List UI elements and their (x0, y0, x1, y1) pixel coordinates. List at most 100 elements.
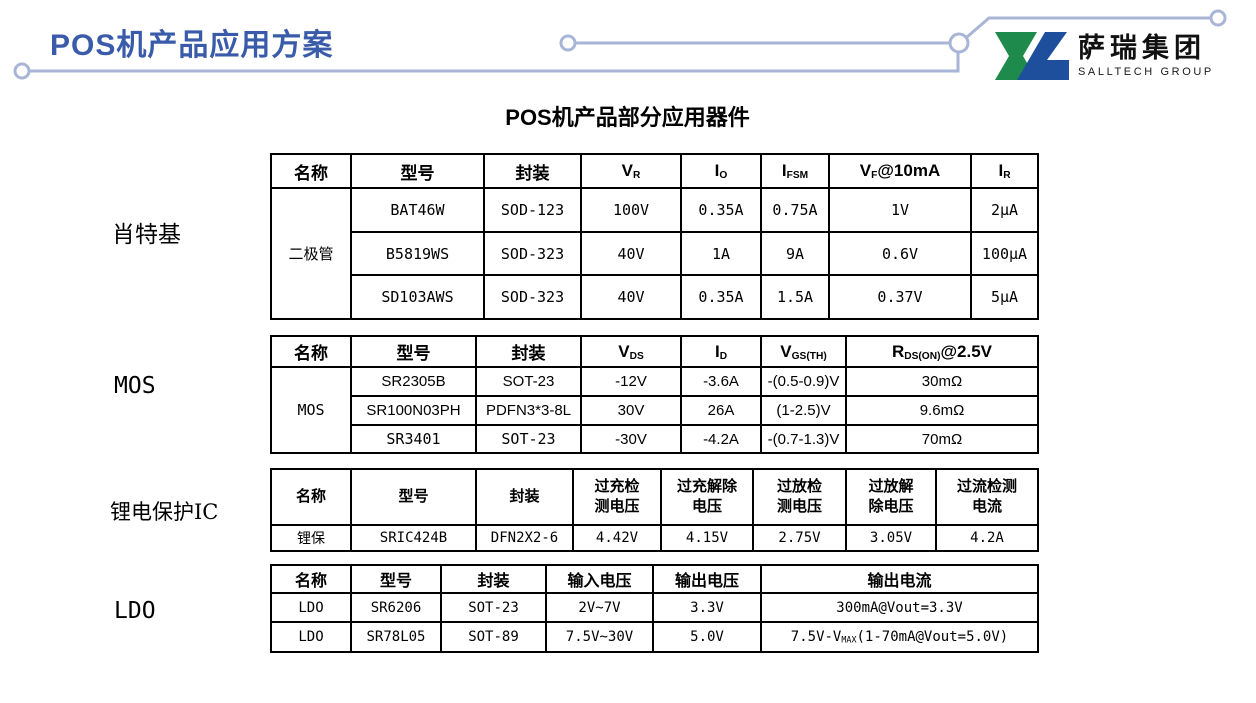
schottky-cell-2-6: 5μA (970, 274, 1039, 320)
li-protection-cell-0-3: 4.42V (572, 524, 662, 552)
mos-column-header-0: 名称 (270, 335, 352, 368)
subscript: DS(ON) (904, 350, 941, 362)
li-protection-column-header-0: 名称 (270, 468, 352, 526)
schottky-column-header-0: 名称 (270, 153, 352, 189)
li-protection-cell-0-6: 3.05V (845, 524, 937, 552)
ldo-cell-1-3: 7.5V~30V (545, 621, 654, 653)
mos-cell-1-4: (1-2.5)V (760, 395, 847, 426)
schottky-cell-0-2: 100V (580, 187, 682, 233)
group-label-li-protection: 锂电保护IC (110, 500, 219, 524)
ldo-cell-0-2: SOT-23 (440, 592, 547, 623)
schottky-cell-0-0: BAT46W (350, 187, 485, 233)
salltech-logo-mark-icon (995, 32, 1069, 80)
mos-row-0: MOS SR2305B SOT-23 -12V -3.6A -(0.5-0.9)V 30mΩ (270, 366, 1039, 454)
mos-cell-1-2: 30V (580, 395, 682, 426)
mos-column-header-6: RDS(ON)@2.5V (845, 335, 1039, 368)
mos-column-header-4: ID (680, 335, 762, 368)
li-protection-column-header-6: 过放解 除电压 (845, 468, 937, 526)
schottky-column-header-4: IO (680, 153, 762, 189)
ldo-row-1: LDO SR78L05 SOT-89 7.5V~30V 5.0V 7.5V-VMAX(1-… (270, 621, 1039, 653)
schottky-cell-1-5: 0.6V (828, 231, 972, 276)
mos-cell-1-0: SR100N03PH (350, 395, 477, 426)
ldo-column-header-5: 输出电流 (760, 564, 1039, 594)
li-protection-column-header-7: 过流检测 电流 (935, 468, 1039, 526)
mos-cell-1-1: PDFN3*3-8L (475, 395, 582, 426)
schottky-cell-2-1: SOD-323 (483, 274, 582, 320)
decor-node-left (13, 62, 31, 80)
li-protection-column-header-4: 过充解除 电压 (660, 468, 754, 526)
subscript: MAX (841, 634, 857, 645)
schottky-row-1: B5819WS SOD-323 40V 1A 9A 0.6V 100μA (271, 231, 1039, 276)
li-protection-column-header-3: 过充检 测电压 (572, 468, 662, 526)
schottky-cell-2-5: 0.37V (828, 274, 972, 320)
schottky-row-0: 二极管 BAT46W SOD-123 100V 0.35A 0.75A 1V 2μA (270, 187, 1039, 320)
schottky-column-header-1: 型号 (350, 153, 485, 189)
schottky-column-header-6: VF@10mA (828, 153, 972, 189)
mos-cell-1-5: 9.6mΩ (845, 395, 1039, 426)
mos-cell-0-2: -12V (580, 366, 682, 397)
li-protection-table-wrap: 名称 型号 封装 过充检 测电压 过充解除 电压 过放检 测电压 过放解 除电压 过流检测 电… (270, 468, 1039, 552)
schottky-column-header-5: IFSM (760, 153, 830, 189)
ldo-row-0: LDO SR6206 SOT-23 2V~7V 3.3V 300mA@Vout=3.3V (270, 592, 1039, 623)
ldo-cell-0-1: SR6206 (350, 592, 442, 623)
mos-row-2: SR3401 SOT-23 -30V -4.2A -(0.7-1.3)V 70mΩ (271, 424, 1039, 454)
decor-node-mid-left (559, 34, 577, 52)
mos-column-header-1: 型号 (350, 335, 477, 368)
li-protection-column-header-5: 过放检 测电压 (752, 468, 847, 526)
group-label-ldo: LDO (114, 598, 156, 624)
li-protection-column-header-1: 型号 (350, 468, 477, 526)
mos-cell-0-5: 30mΩ (845, 366, 1039, 397)
ldo-column-header-4: 输出电压 (652, 564, 762, 594)
ldo-cell-1-2: SOT-89 (440, 621, 547, 653)
mos-cell-2-4: -(0.7-1.3)V (760, 424, 847, 454)
mos-cell-0-1: SOT-23 (475, 366, 582, 397)
mos-name-cell: MOS (270, 366, 352, 454)
ldo-cell-0-4: 3.3V (652, 592, 762, 623)
mos-cell-2-3: -4.2A (680, 424, 762, 454)
subscript: GS(TH) (791, 350, 827, 362)
schottky-cell-0-3: 0.35A (680, 187, 762, 233)
mos-cell-2-2: -30V (580, 424, 682, 454)
mos-cell-2-1: SOT-23 (475, 424, 582, 454)
mos-column-header-3: VDS (580, 335, 682, 368)
schottky-column-header-7: IR (970, 153, 1039, 189)
company-name-cn: 萨瑞集团 (1078, 33, 1206, 64)
mos-row-1: SR100N03PH PDFN3*3-8L 30V 26A (1-2.5)V 9.6mΩ (271, 395, 1039, 426)
schottky-cell-2-3: 0.35A (680, 274, 762, 320)
group-label-mos: MOS (114, 373, 156, 399)
mos-cell-0-0: SR2305B (350, 366, 477, 397)
schottky-cell-1-4: 9A (760, 231, 830, 276)
schottky-table-wrap: 名称 型号 封装 VR IO IFSM VF@10mA IR 二极管 BAT46W SOD-123 1… (270, 153, 1039, 320)
mos-table-wrap: 名称 型号 封装 VDS ID VGS(TH) RDS(ON)@2.5V MOS SR2305B… (270, 335, 1039, 454)
ldo-cell-0-0: LDO (270, 592, 352, 623)
decor-node-mid-right (948, 32, 970, 54)
schottky-cell-0-6: 2μA (970, 187, 1039, 233)
li-protection-cell-0-2: DFN2X2-6 (475, 524, 574, 552)
ldo-cell-0-5: 300mA@Vout=3.3V (760, 592, 1039, 623)
li-protection-cell-0-5: 2.75V (752, 524, 847, 552)
li-protection-cell-0-7: 4.2A (935, 524, 1039, 552)
ldo-column-header-1: 型号 (350, 564, 442, 594)
section-title: POS机产品部分应用器件 (505, 105, 750, 130)
li-protection-row-0: 锂保 SRIC424B DFN2X2-6 4.42V 4.15V 2.75V 3.05V 4.… (270, 524, 1039, 552)
mos-cell-2-5: 70mΩ (845, 424, 1039, 454)
ldo-cell-1-1: SR78L05 (350, 621, 442, 653)
mos-column-header-2: 封装 (475, 335, 582, 368)
schottky-cell-0-5: 1V (828, 187, 972, 233)
ldo-cell-0-3: 2V~7V (545, 592, 654, 623)
schottky-cell-1-0: B5819WS (350, 231, 485, 276)
li-protection-column-header-2: 封装 (475, 468, 574, 526)
group-label-schottky: 肖特基 (112, 222, 181, 248)
schottky-row-2: SD103AWS SOD-323 40V 0.35A 1.5A 0.37V 5μA (271, 274, 1039, 320)
table-ldo: 名称 型号 封装 输入电压 输出电压 输出电流 LDO SR6206 SOT-23 2V~7V 3.… (270, 564, 1039, 653)
ldo-cell-1-5: 7.5V-VMAX(1-70mA@Vout=5.0V) (760, 621, 1039, 653)
li-protection-cell-0-0: 锂保 (270, 524, 352, 552)
schottky-column-header-3: VR (580, 153, 682, 189)
company-logo: 萨瑞集团 SALLTECH GROUP (993, 30, 1214, 82)
ldo-table-wrap: 名称 型号 封装 输入电压 输出电压 输出电流 LDO SR6206 SOT-23 2V~7V 3.… (270, 564, 1039, 653)
subscript: R (632, 169, 641, 181)
ldo-column-header-3: 输入电压 (545, 564, 654, 594)
schottky-cell-1-1: SOD-323 (483, 231, 582, 276)
mos-cell-0-3: -3.6A (680, 366, 762, 397)
